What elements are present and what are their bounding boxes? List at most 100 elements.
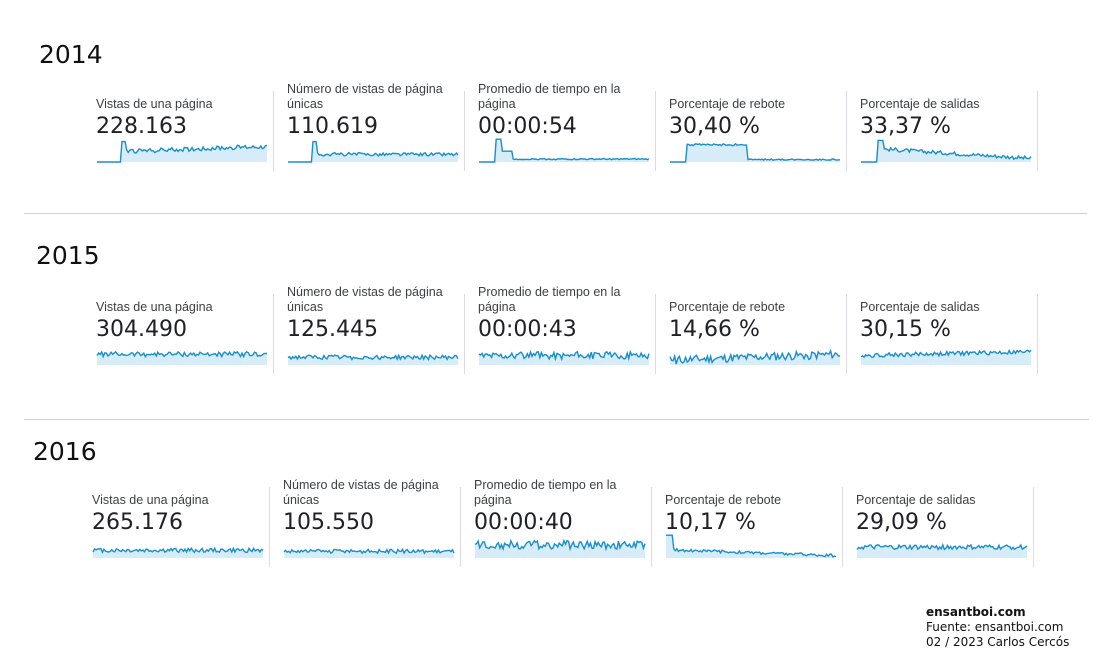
- sparkline: [288, 140, 459, 163]
- metric-label: Número de vistas de página únicas: [287, 82, 443, 111]
- metric-card: Número de vistas de página únicas 105.550: [283, 475, 463, 570]
- sparkline-area: [479, 139, 649, 162]
- sparkline-area: [97, 351, 267, 365]
- metric-label: Promedio de tiempo en la página: [474, 478, 617, 507]
- metric-card: Porcentaje de rebote 30,40 %: [669, 79, 849, 174]
- sparkline-area: [97, 141, 267, 162]
- metric-value: 125.445: [287, 317, 378, 342]
- sparkline-line: [474, 538, 646, 552]
- metric-value: 304.490: [96, 317, 187, 342]
- metric-label: Vistas de una página: [96, 300, 213, 314]
- sparkline-line: [666, 534, 837, 558]
- sparkline-area: [670, 350, 840, 365]
- sparkline: [287, 353, 459, 365]
- sparkline: [478, 349, 650, 365]
- sparkline-line: [287, 353, 459, 361]
- sparkline-line: [92, 546, 264, 554]
- metric-divider: [651, 487, 652, 567]
- metric-divider: [1037, 91, 1038, 171]
- metric-label: Porcentaje de salidas: [856, 493, 976, 507]
- sparkline-line: [288, 140, 459, 163]
- metric-label: Número de vistas de página únicas: [287, 285, 443, 314]
- year-title: 2014: [39, 40, 103, 69]
- metric-label: Porcentaje de rebote: [665, 493, 782, 507]
- metric-divider: [1037, 294, 1038, 374]
- metric-divider: [846, 91, 847, 171]
- sparkline: [92, 546, 264, 558]
- metric-card: Porcentaje de rebote 10,17 %: [665, 475, 845, 570]
- metric-divider: [464, 91, 465, 171]
- metric-card: Porcentaje de salidas 33,37 %: [860, 79, 1040, 174]
- sparkline-line: [670, 142, 841, 163]
- sparkline: [856, 542, 1028, 558]
- metric-label: Promedio de tiempo en la página: [478, 285, 621, 314]
- sparkline-area: [666, 535, 836, 558]
- metric-card: Vistas de una página 265.176: [92, 475, 272, 570]
- credits: ensantboi.com Fuente: ensantboi.com 02 /…: [926, 605, 1069, 650]
- sparkline: [479, 138, 650, 163]
- metric-value: 00:00:54: [478, 114, 577, 139]
- metric-label: Porcentaje de rebote: [669, 97, 786, 111]
- sparkline-line: [96, 350, 268, 359]
- year-title: 2016: [33, 437, 97, 466]
- sparkline-line: [479, 138, 650, 163]
- metric-value: 30,15 %: [860, 317, 951, 342]
- sparkline-area: [861, 140, 1031, 162]
- metric-value: 265.176: [92, 510, 183, 535]
- section-separator: [24, 419, 1089, 420]
- metric-divider: [460, 487, 461, 567]
- metric-divider: [655, 91, 656, 171]
- metric-card: Porcentaje de salidas 29,09 %: [856, 475, 1036, 570]
- sparkline-line: [97, 140, 268, 163]
- sparkline: [670, 142, 841, 163]
- metric-card: Vistas de una página 304.490: [96, 282, 276, 377]
- sparkline-area: [288, 141, 458, 162]
- metric-divider: [1033, 487, 1034, 567]
- metric-value: 14,66 %: [669, 317, 760, 342]
- sparkline: [96, 350, 268, 365]
- metric-value: 00:00:43: [478, 317, 577, 342]
- sparkline-line: [856, 542, 1028, 551]
- sparkline-line: [861, 139, 1032, 163]
- credits-source: Fuente: ensantboi.com: [926, 620, 1064, 634]
- metric-card: Porcentaje de rebote 14,66 %: [669, 282, 849, 377]
- metric-divider: [464, 294, 465, 374]
- sparkline: [669, 348, 841, 365]
- metric-value: 110.619: [287, 114, 378, 139]
- sparkline-line: [478, 349, 650, 362]
- metric-card: Número de vistas de página únicas 125.445: [287, 282, 467, 377]
- sparkline: [860, 348, 1032, 365]
- credits-brand: ensantboi.com: [926, 605, 1026, 619]
- metric-label: Porcentaje de salidas: [860, 97, 980, 111]
- metric-label: Porcentaje de salidas: [860, 300, 980, 314]
- metric-divider: [655, 294, 656, 374]
- metric-value: 30,40 %: [669, 114, 760, 139]
- metric-label: Número de vistas de página únicas: [283, 478, 439, 507]
- metric-divider: [273, 91, 274, 171]
- metric-label: Porcentaje de rebote: [669, 300, 786, 314]
- metric-value: 29,09 %: [856, 510, 947, 535]
- metric-card: Promedio de tiempo en la página 00:00:40: [474, 475, 654, 570]
- sparkline-area: [857, 544, 1027, 558]
- sparkline: [666, 534, 837, 558]
- sparkline-area: [670, 143, 840, 162]
- metric-divider: [273, 294, 274, 374]
- sparkline-line: [669, 348, 841, 365]
- metric-value: 228.163: [96, 114, 187, 139]
- metric-divider: [846, 294, 847, 374]
- sparkline: [97, 140, 268, 163]
- sparkline-line: [283, 548, 455, 555]
- metric-divider: [842, 487, 843, 567]
- credits-date-author: 02 / 2023 Carlos Cercós: [926, 635, 1070, 649]
- metric-value: 105.550: [283, 510, 374, 535]
- metric-card: Promedio de tiempo en la página 00:00:54: [478, 79, 658, 174]
- sparkline: [283, 548, 455, 558]
- sparkline-line: [860, 348, 1032, 359]
- sparkline-area: [479, 351, 649, 365]
- metric-label: Vistas de una página: [92, 493, 209, 507]
- metric-label: Vistas de una página: [96, 97, 213, 111]
- metric-card: Vistas de una página 228.163: [96, 79, 276, 174]
- section-separator: [24, 213, 1087, 214]
- metric-card: Promedio de tiempo en la página 00:00:43: [478, 282, 658, 377]
- year-title: 2015: [36, 241, 100, 270]
